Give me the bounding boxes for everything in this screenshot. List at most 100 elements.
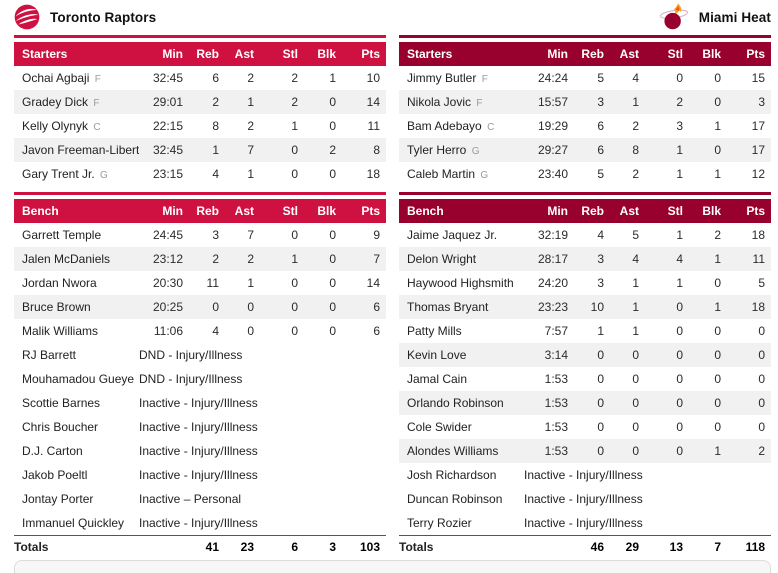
totals-stl: 13 [645,535,689,558]
player-stat-row: Thomas Bryant 23:23 10 1 0 1 18 [399,295,771,319]
stat-min: 1:53 [544,372,568,386]
stat-ast: 1 [610,90,645,114]
player-name: Josh Richardson [407,468,497,482]
stat-blk: 0 [329,228,336,242]
player-stat-row: Alondes Williams 1:53 0 0 0 1 2 [399,439,771,463]
player-name: Kevin Love [399,343,524,367]
stat-ast: 0 [632,372,639,386]
player-status-row: Terry Rozier Inactive - Injury/Illness [399,511,771,536]
heat-team-header: Miami Heat [399,2,771,32]
player-name: Scottie Barnes [22,396,101,410]
stat-min: 1:53 [524,439,574,463]
player-name: Gradey Dick F [14,90,139,114]
raptors-team-header: Toronto Raptors [14,2,386,32]
player-name: Jakob Poeltl [22,468,88,482]
col-blk: Blk [304,42,342,66]
stat-pts: 0 [727,343,771,367]
stat-reb: 3 [574,90,610,114]
player-status: DND - Injury/Illness [139,348,243,362]
stat-pts: 11 [727,247,771,271]
stat-pts: 17 [727,138,771,162]
player-name: RJ Barrett [22,348,77,362]
totals-ast: 29 [610,535,645,558]
stat-reb: 3 [574,247,610,271]
col-reb: Reb [189,42,225,66]
stat-pts: 18 [366,167,380,181]
player-status-row: D.J. Carton Inactive - Injury/Illness [14,439,386,463]
stat-stl: 0 [291,276,298,290]
stat-pts: 0 [758,372,765,386]
col-ast: Ast [225,42,260,66]
stat-min: 1:53 [544,420,568,434]
totals-row: Totals 46 29 13 7 118 [399,535,771,558]
player-name: Chris Boucher [22,420,99,434]
player-position: G [480,170,489,181]
raptors-column: Toronto Raptors Starters Min Reb Ast Stl… [14,0,386,558]
col-stl: Stl [260,199,304,223]
player-status-row: Josh Richardson Inactive - Injury/Illness [399,463,771,487]
stat-reb: 3 [212,228,219,242]
stat-blk: 1 [329,71,336,85]
stat-blk: 0 [329,119,336,133]
player-name: Orlando Robinson [399,391,524,415]
table-header-row: Starters Min Reb Ast Stl Blk Pts [14,42,386,66]
col-min: Min [524,42,574,66]
totals-ast: 23 [225,535,260,558]
totals-pts: 118 [727,535,771,558]
stat-stl: 0 [291,228,298,242]
stat-blk: 0 [689,391,727,415]
stat-reb: 4 [212,167,219,181]
raptors-accent-line [14,35,386,38]
player-name: Javon Freeman-Liberty G [14,138,139,162]
stat-reb: 6 [574,138,610,162]
stat-blk: 1 [714,119,721,133]
next-section-card-edge [14,560,771,573]
stat-reb: 10 [574,295,610,319]
raptors-accent-line [14,192,386,195]
player-name: Jalen McDaniels [14,247,139,271]
stat-ast: 2 [632,167,639,181]
totals-blk: 3 [304,535,342,558]
stat-blk: 0 [714,420,721,434]
player-status-row: Jakob Poeltl Inactive - Injury/Illness [14,463,386,487]
stat-ast: 0 [632,420,639,434]
stat-ast: 4 [632,71,639,85]
stat-pts: 18 [727,295,771,319]
stat-stl: 1 [291,119,298,133]
stat-ast: 1 [247,167,254,181]
player-stat-row: Patty Mills 7:57 1 1 0 0 0 [399,319,771,343]
stat-ast: 0 [610,343,645,367]
player-status: Inactive - Injury/Illness [139,396,258,410]
stat-ast: 1 [225,90,260,114]
player-status: Inactive - Injury/Illness [139,444,258,458]
stat-stl: 2 [645,90,689,114]
col-pts: Pts [342,199,386,223]
heat-column: Miami Heat Starters Min Reb Ast Stl Blk … [399,0,771,558]
player-status-row: Jontay Porter Inactive – Personal [14,487,386,511]
stat-blk: 0 [329,167,336,181]
player-stat-row: Cole Swider 1:53 0 0 0 0 0 [399,415,771,439]
stat-ast: 0 [610,439,645,463]
player-name: Kelly Olynyk C [22,119,101,133]
stat-reb: 4 [597,228,604,242]
player-name: Nikola Jovic F [399,90,524,114]
player-stat-row: Bruce Brown 20:25 0 0 0 0 6 [14,295,386,319]
col-stl: Stl [645,199,689,223]
player-position: C [93,122,101,133]
player-position: G [471,146,480,157]
stat-stl: 1 [260,247,304,271]
stat-ast: 7 [247,228,254,242]
stat-reb: 0 [574,391,610,415]
stat-reb: 4 [212,324,219,338]
col-blk: Blk [689,42,727,66]
player-stat-row: Malik Williams 11:06 4 0 0 0 6 [14,319,386,343]
stat-min: 23:23 [524,295,574,319]
away-team-name: Miami Heat [698,9,771,25]
stat-blk: 1 [689,247,727,271]
stat-reb: 5 [597,71,604,85]
player-name: Alondes Williams [399,439,524,463]
stat-reb: 5 [597,167,604,181]
stat-reb: 2 [189,247,225,271]
stat-min: 32:19 [537,228,568,242]
heat-starters-table: Starters Min Reb Ast Stl Blk Pts Jimmy B… [399,42,771,186]
